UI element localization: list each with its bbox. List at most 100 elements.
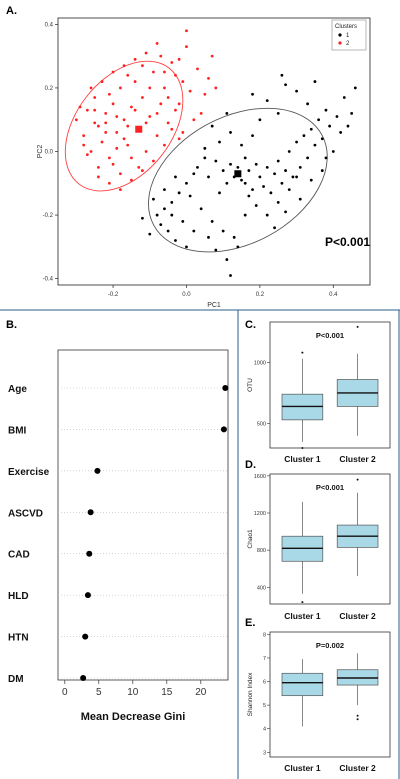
y-tick-label: 7 <box>263 656 266 662</box>
data-point <box>265 99 269 103</box>
data-point <box>287 188 291 192</box>
legend-title: Clusters <box>335 24 357 30</box>
data-point <box>141 169 144 172</box>
data-point <box>218 140 221 144</box>
data-point <box>196 67 199 71</box>
plot-frame <box>57 349 229 681</box>
data-point <box>236 245 240 249</box>
gini-dot <box>94 467 101 474</box>
data-point <box>85 153 89 157</box>
data-point <box>115 146 119 150</box>
panel-label-a: A. <box>6 5 17 17</box>
data-point <box>225 258 229 261</box>
data-point <box>130 156 133 160</box>
data-point <box>342 96 346 99</box>
data-point <box>111 102 115 106</box>
data-point <box>320 137 324 141</box>
p-value-annotation: P<0.001 <box>316 331 344 340</box>
y-axis-label: Shannon Index <box>247 672 254 716</box>
data-point <box>284 210 287 214</box>
data-point <box>119 86 122 90</box>
chao1-boxplot-panel: 400 800 1200 1600 Chao1 P<0.001 Cluster 1 Clust… <box>247 473 391 621</box>
gini-dot <box>220 426 227 433</box>
data-point <box>122 64 126 68</box>
plot-frame <box>269 473 391 605</box>
data-point <box>122 137 126 141</box>
cluster-ellipse <box>148 107 328 253</box>
data-point <box>104 111 108 115</box>
data-point <box>163 207 166 211</box>
panel-label-e: E. <box>245 617 255 629</box>
data-point <box>82 134 86 138</box>
data-point <box>159 102 163 106</box>
data-point <box>273 172 276 176</box>
outlier-point <box>356 714 359 717</box>
legend-box <box>331 19 367 51</box>
data-point <box>313 143 317 147</box>
data-point <box>144 51 148 55</box>
data-point <box>196 165 199 169</box>
data-point <box>104 121 108 125</box>
data-point <box>273 226 276 230</box>
plot-frame <box>57 17 371 286</box>
x-category-label: Cluster 2 <box>339 454 376 464</box>
data-point <box>229 162 232 166</box>
data-point <box>298 165 302 169</box>
category-label: ASCVD <box>8 508 43 519</box>
data-point <box>144 150 148 153</box>
panel-label-d: D. <box>245 459 256 471</box>
x-tick-label: 0.2 <box>256 292 265 298</box>
data-point <box>265 165 269 169</box>
plot-frame <box>269 631 391 758</box>
data-point <box>254 204 258 207</box>
data-point <box>111 70 115 74</box>
shannon-boxplot-panel: 3 4 5 6 7 8 Shannon Index P=0.002 Cluster 1 Clust… <box>247 631 391 773</box>
data-point <box>107 181 111 185</box>
y-tick-label: 0.0 <box>45 150 54 156</box>
data-point <box>225 181 229 185</box>
category-label: HTN <box>8 633 29 644</box>
y-tick-label: 8 <box>263 632 266 638</box>
data-point <box>207 235 210 239</box>
outlier-point <box>301 601 304 604</box>
data-point <box>104 131 108 134</box>
gini-dot <box>80 675 87 681</box>
data-point <box>115 131 119 134</box>
data-point <box>350 111 354 115</box>
data-point <box>339 131 343 134</box>
data-point <box>148 232 152 236</box>
data-point <box>174 73 177 77</box>
legend-label: 1 <box>346 33 350 39</box>
data-point <box>126 143 130 147</box>
outlier-point <box>301 447 304 449</box>
data-point <box>96 165 100 169</box>
data-point <box>177 191 181 195</box>
data-point <box>280 181 284 185</box>
data-point <box>185 181 188 185</box>
data-point <box>225 111 229 115</box>
data-point <box>192 118 196 122</box>
gini-dot <box>86 550 93 557</box>
x-tick-label: 10 <box>127 687 139 698</box>
data-point <box>302 134 306 138</box>
x-tick-label: 0.0 <box>182 292 191 298</box>
outlier-point <box>356 718 359 721</box>
data-point <box>199 207 203 211</box>
data-point <box>82 143 86 147</box>
data-point <box>111 162 115 166</box>
data-point <box>137 165 141 169</box>
data-point <box>221 169 225 172</box>
data-point <box>152 159 155 163</box>
y-tick-label: 3 <box>263 750 266 756</box>
y-tick-label: 800 <box>257 548 266 554</box>
data-point <box>214 159 218 163</box>
data-point <box>85 108 89 112</box>
cluster-ellipse <box>64 60 184 192</box>
data-point <box>199 111 203 115</box>
panel-label-c: C. <box>245 319 256 331</box>
data-point <box>89 86 93 90</box>
data-point <box>346 124 350 128</box>
data-point <box>96 175 100 179</box>
data-point <box>163 70 166 74</box>
